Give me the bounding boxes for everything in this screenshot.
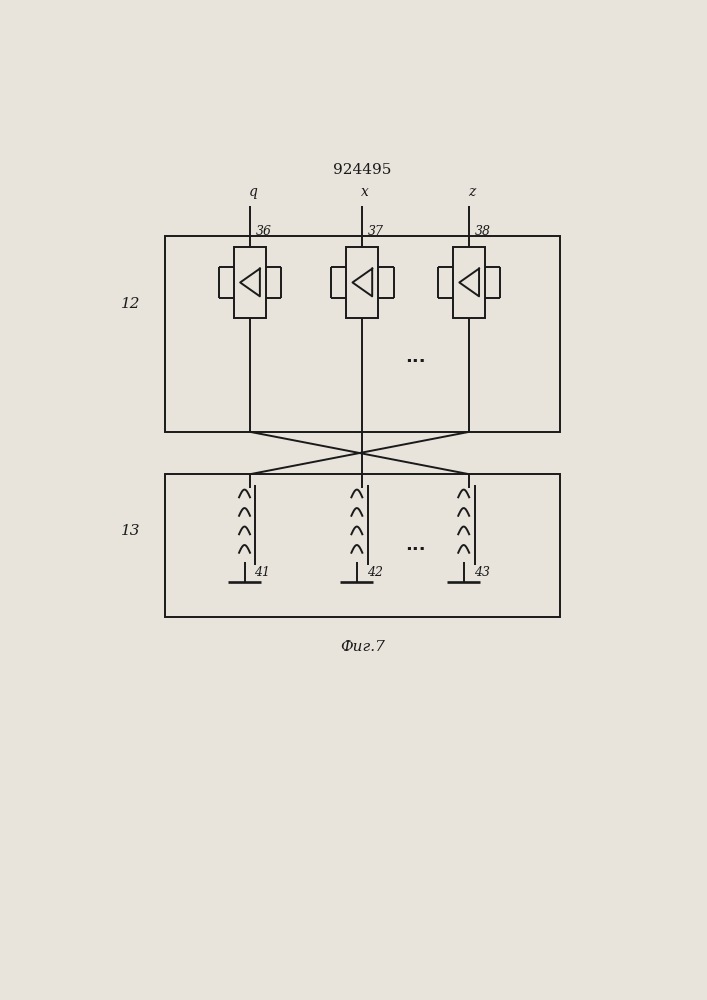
Text: 43: 43 [474, 566, 489, 579]
Text: 924495: 924495 [333, 163, 392, 177]
Text: Фиг.7: Фиг.7 [340, 640, 385, 654]
Text: z: z [468, 185, 476, 199]
Text: 12: 12 [121, 297, 141, 311]
Bar [165, 474, 560, 617]
Text: q: q [248, 185, 257, 199]
Text: x: x [361, 185, 369, 199]
Text: 41: 41 [255, 566, 270, 579]
Bar [165, 235, 560, 432]
Text: 36: 36 [255, 225, 271, 238]
Text: 37: 37 [368, 225, 384, 238]
Text: ...: ... [405, 536, 426, 554]
Text: 42: 42 [367, 566, 382, 579]
Text: ...: ... [405, 348, 426, 366]
Bar [234, 247, 266, 318]
Text: 13: 13 [121, 524, 141, 538]
Text: 38: 38 [474, 225, 491, 238]
Bar [346, 247, 378, 318]
Bar [453, 247, 485, 318]
